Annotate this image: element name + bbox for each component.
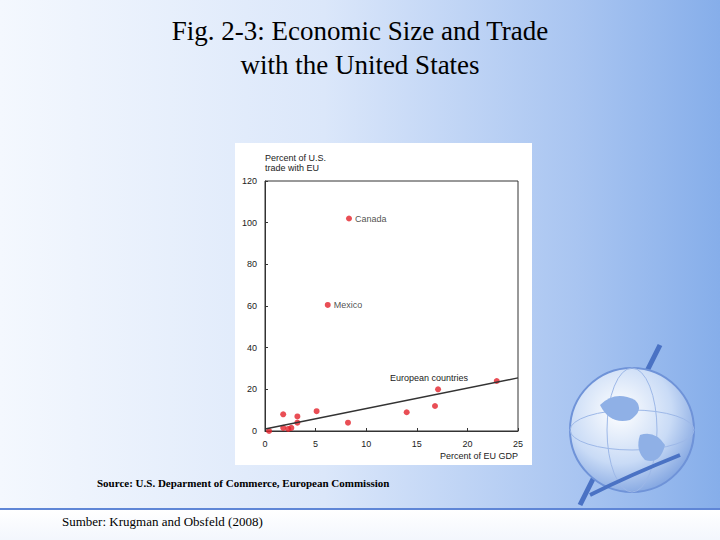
svg-text:Percent of U.S.: Percent of U.S. [265,153,326,163]
svg-text:0: 0 [262,439,267,449]
html-text:Source: U.S. Deparment of Comm: Source: U.S. Deparment of Commerce, Euro… [97,477,390,489]
html-text:Sumber: Krugman and Obsfeld (2: Sumber: Krugman and Obsfeld (2008) [62,514,263,529]
svg-text:5: 5 [313,439,318,449]
svg-text:20: 20 [462,439,472,449]
svg-text:Percent of EU GDP: Percent of EU GDP [440,451,518,461]
svg-text:120: 120 [242,176,257,186]
svg-text:80: 80 [247,259,257,269]
svg-text:0: 0 [252,426,257,436]
svg-text:Canada: Canada [355,214,387,224]
svg-text:European countries: European countries [390,373,469,383]
svg-text:Mexico: Mexico [334,300,363,310]
svg-text:10: 10 [361,439,371,449]
svg-text:100: 100 [242,218,257,228]
svg-text:15: 15 [412,439,422,449]
svg-text:20: 20 [247,384,257,394]
svg-text:25: 25 [513,439,523,449]
svg-text:40: 40 [247,343,257,353]
svg-text:trade with EU: trade with EU [265,163,319,173]
svg-text:60: 60 [247,301,257,311]
html-text:Fig. 2-3: Economic Size and Tr: Fig. 2-3: Economic Size and Trade with t… [171,16,549,80]
